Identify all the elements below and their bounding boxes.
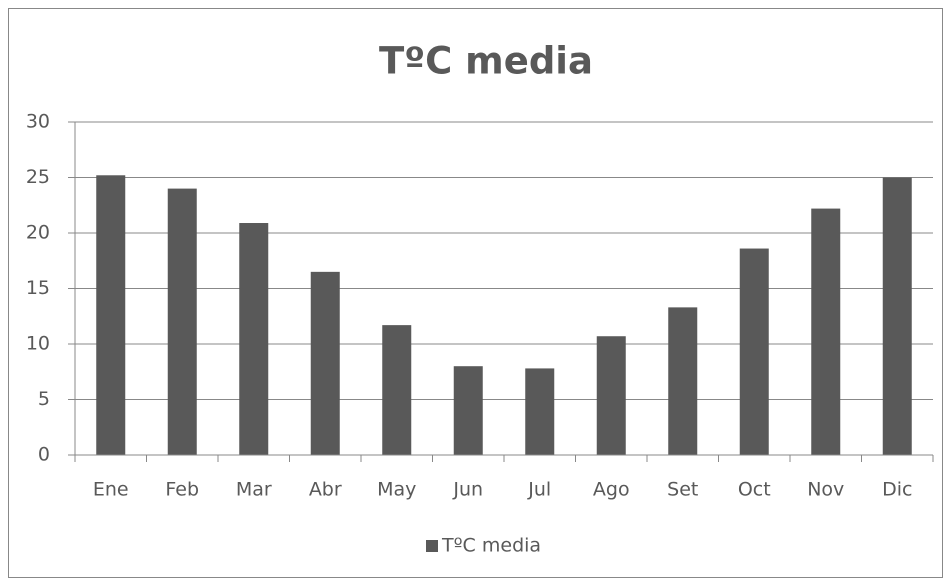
x-tick-label: Jul — [527, 479, 551, 501]
y-tick-label: 20 — [26, 222, 50, 244]
y-tick-label: 5 — [38, 388, 50, 410]
y-tick-label: 10 — [26, 333, 50, 355]
bar — [453, 366, 483, 455]
y-tick-label: 25 — [26, 166, 50, 188]
legend-label: TºC media — [441, 535, 541, 557]
y-tick-label: 15 — [26, 277, 50, 299]
x-tick-label: Feb — [165, 479, 199, 501]
y-tick-label: 30 — [26, 111, 50, 133]
x-tick-label: Oct — [738, 479, 771, 501]
bar — [739, 248, 769, 455]
bar — [882, 177, 912, 455]
bar — [382, 325, 412, 455]
chart-border — [8, 8, 943, 578]
bar — [239, 223, 269, 455]
x-tick-label: Abr — [309, 479, 342, 501]
x-tick-label: Ene — [93, 479, 129, 501]
legend-swatch — [426, 540, 438, 552]
y-tick-label: 0 — [38, 444, 50, 466]
bar — [310, 271, 340, 455]
x-tick-label: Jun — [452, 479, 483, 501]
x-tick-label: Ago — [593, 479, 630, 501]
x-tick-label: Nov — [807, 479, 844, 501]
bar — [596, 336, 626, 455]
bar — [167, 188, 197, 455]
x-tick-label: Dic — [882, 479, 912, 501]
x-tick-label: Mar — [236, 479, 272, 501]
x-tick-label: Set — [667, 479, 698, 501]
bar — [811, 208, 841, 455]
bar — [96, 175, 126, 455]
x-tick-label: May — [377, 479, 416, 501]
bar — [668, 307, 698, 455]
chart-title: TºC media — [379, 40, 593, 83]
bar — [525, 368, 555, 455]
